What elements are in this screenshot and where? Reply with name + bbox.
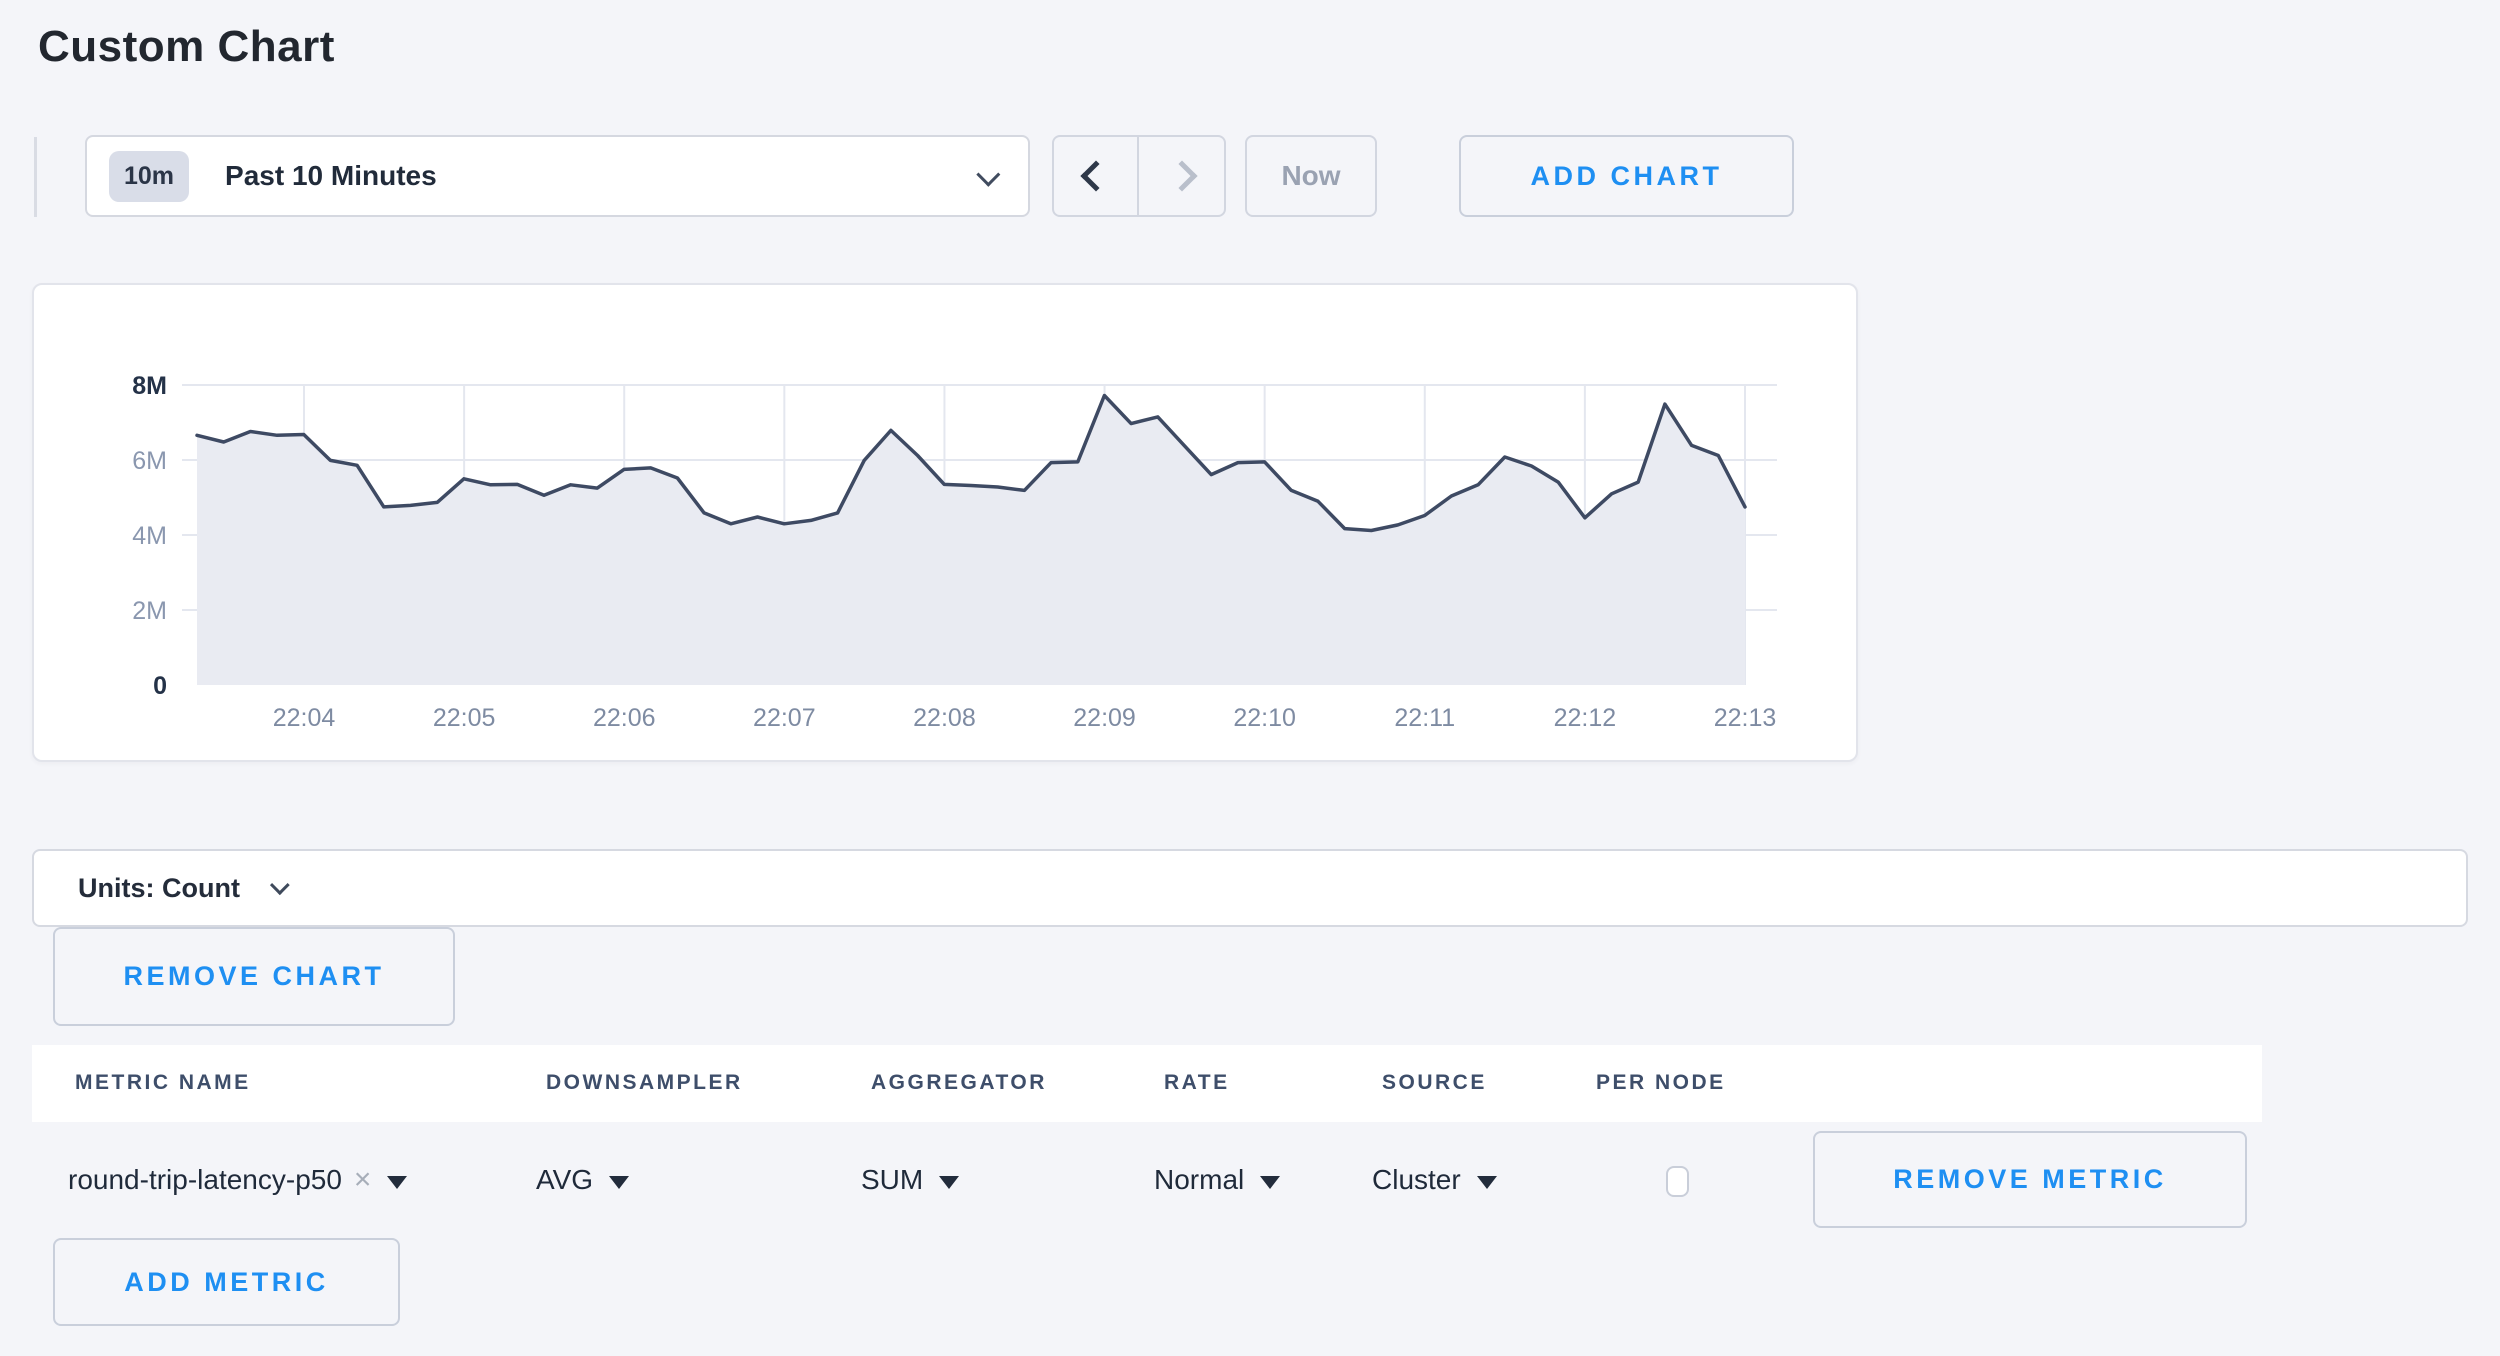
svg-text:22:04: 22:04 <box>273 704 336 732</box>
chevron-right-icon <box>1165 160 1198 192</box>
downsampler-value: AVG <box>536 1164 594 1195</box>
col-header-aggregator: AGGREGATOR <box>871 1071 1047 1094</box>
add-metric-button[interactable]: ADD METRIC <box>53 1238 400 1326</box>
svg-text:22:09: 22:09 <box>1073 704 1136 732</box>
downsampler-select[interactable]: AVG <box>536 1122 630 1238</box>
time-range-label: Past 10 Minutes <box>225 160 437 191</box>
caret-down-icon <box>387 1175 408 1189</box>
svg-text:22:08: 22:08 <box>913 704 976 732</box>
per-node-checkbox[interactable] <box>1666 1166 1689 1197</box>
svg-text:0: 0 <box>153 672 167 700</box>
chevron-left-icon <box>1079 160 1112 192</box>
svg-text:8M: 8M <box>132 372 167 400</box>
time-range-dropdown[interactable]: 10m Past 10 Minutes <box>85 135 1030 217</box>
add-chart-button[interactable]: ADD CHART <box>1459 135 1794 217</box>
time-window-nav <box>1052 135 1226 217</box>
series-area-fill <box>197 395 1745 685</box>
svg-text:22:11: 22:11 <box>1394 704 1455 732</box>
aggregator-value: SUM <box>861 1164 924 1195</box>
source-select[interactable]: Cluster <box>1372 1122 1497 1238</box>
col-header-per-node: PER NODE <box>1596 1071 1726 1094</box>
col-header-rate: RATE <box>1164 1071 1230 1094</box>
svg-text:22:13: 22:13 <box>1714 704 1777 732</box>
prev-time-window-button[interactable] <box>1054 137 1139 215</box>
metric-name-value: round-trip-latency-p50 <box>68 1164 342 1195</box>
svg-text:22:07: 22:07 <box>753 704 816 732</box>
time-range-badge: 10m <box>109 150 190 202</box>
metric-table-row: round-trip-latency-p50 × AVG SUM Normal … <box>32 1122 2262 1238</box>
caret-down-icon <box>1476 1175 1497 1189</box>
rate-select[interactable]: Normal <box>1154 1122 1281 1238</box>
svg-text:2M: 2M <box>132 597 167 625</box>
units-dropdown[interactable]: Units: Count <box>32 849 2468 927</box>
chevron-down-icon <box>269 875 290 896</box>
units-label: Units: Count <box>78 872 240 903</box>
svg-text:22:05: 22:05 <box>433 704 496 732</box>
caret-down-icon <box>939 1175 960 1189</box>
caret-down-icon <box>1260 1175 1281 1189</box>
col-header-downsampler: DOWNSAMPLER <box>546 1071 743 1094</box>
next-time-window-button[interactable] <box>1139 137 1224 215</box>
metrics-table-header: METRIC NAME DOWNSAMPLER AGGREGATOR RATE … <box>32 1045 2262 1122</box>
col-header-source: SOURCE <box>1382 1071 1487 1094</box>
chevron-down-icon <box>976 162 1001 187</box>
svg-text:4M: 4M <box>132 522 167 550</box>
svg-text:22:06: 22:06 <box>593 704 656 732</box>
x-axis-labels: 22:04 22:05 22:06 22:07 22:08 22:09 22:10 22:11… <box>273 704 1777 732</box>
svg-text:22:12: 22:12 <box>1554 704 1617 732</box>
caret-down-icon <box>609 1175 630 1189</box>
series-line <box>195 393 1747 533</box>
metric-name-select[interactable]: round-trip-latency-p50 × <box>68 1122 408 1238</box>
svg-text:6M: 6M <box>132 447 167 475</box>
remove-chart-button[interactable]: REMOVE CHART <box>53 927 455 1026</box>
aggregator-select[interactable]: SUM <box>861 1122 960 1238</box>
source-value: Cluster <box>1372 1164 1461 1195</box>
y-axis-labels: 0 2M 4M 6M 8M <box>132 372 167 700</box>
remove-metric-button[interactable]: REMOVE METRIC <box>1813 1131 2247 1228</box>
now-button[interactable]: Now <box>1245 135 1377 217</box>
clear-metric-icon[interactable]: × <box>353 1163 372 1196</box>
col-header-metric-name: METRIC NAME <box>75 1071 251 1094</box>
page-title: Custom Chart <box>38 22 335 71</box>
chart-card: 0 2M 4M 6M 8M 22:04 22:05 22:06 22:07 22:08 22:09 2… <box>32 283 1858 762</box>
rate-value: Normal <box>1154 1164 1245 1195</box>
svg-text:22:10: 22:10 <box>1233 704 1296 732</box>
controls-left-divider <box>34 137 37 217</box>
